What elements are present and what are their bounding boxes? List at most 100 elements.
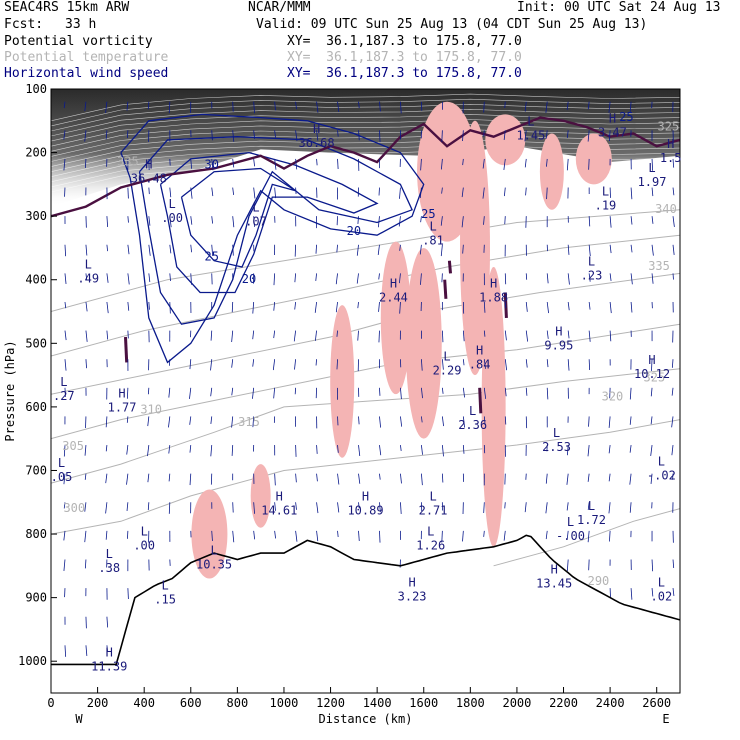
wind-vector [379,473,381,480]
wind-vector [545,101,548,113]
valid-time: Valid: 09 UTC Sun 25 Aug 13 (04 CDT Sun … [256,17,648,32]
field-name-theta: Potential temperature [4,50,169,65]
wind-vector [609,273,612,282]
wind-vector [232,530,235,543]
x-tick-label: 800 [227,696,249,710]
field-name-pv: Potential vorticity [4,34,153,49]
extremum-marker: H11.39 [91,645,127,673]
wind-vector [85,273,88,280]
wind-vector [587,473,590,482]
wind-vector [651,244,654,256]
wind-vector [483,387,487,399]
extremum-marker: L.19 [595,184,617,212]
wind-vector [231,416,234,428]
wind-label: 20 [242,272,256,286]
wind-vector [441,359,444,370]
wind-vector [441,416,444,427]
wind-vector [253,187,256,199]
wind-vector [127,301,130,311]
extremum-value: 1.72 [577,513,606,527]
wind-vector [335,273,338,285]
wind-vector [168,444,171,454]
wind-vector [524,101,527,112]
wind-vector [671,387,674,396]
wind-label: 25 [619,110,633,124]
extremum-value: .49 [77,272,99,286]
extremum-marker: L2.36 [458,404,487,432]
extremum-type: L [553,426,560,440]
wind-vector [546,387,549,400]
extremum-type: H [648,353,655,367]
wind-vector [400,387,402,400]
wind-vector [358,502,360,509]
theta-contour [493,508,680,567]
extremum-marker: L.00 [133,525,155,553]
extremum-value: 1.88 [479,291,508,305]
fcst-label: Fcst: [4,17,44,32]
wind-vector [314,330,317,341]
extremum-value: .07 [245,214,267,228]
extremum-value: .23 [581,268,603,282]
theta-line-strat [51,129,680,157]
wind-vector [211,530,213,541]
wind-vector [274,158,277,170]
wind-vector [672,244,675,256]
extremum-type: L [527,115,534,129]
wind-vector [399,301,401,314]
wind-vector [252,416,255,428]
wind-vector [587,130,590,142]
wind-vector [252,359,255,367]
wind-vector [127,187,129,199]
wind-vector [400,473,402,484]
extremum-marker: H1.88 [479,277,508,305]
wind-vector [273,387,276,399]
wind-label: 30 [205,157,219,171]
wind-vector [545,130,548,139]
extremum-type: L [658,575,665,589]
wind-vector [400,416,403,427]
wind-vector [231,387,234,396]
wind-vector [127,244,130,255]
theta-label: 305 [62,439,84,453]
wind-vector [295,473,297,483]
wind-vector [546,273,549,284]
wind-vector [504,301,507,309]
wind-vector [63,445,66,457]
x-tick-label: 1200 [316,696,345,710]
wind-vector [608,502,611,514]
y-tick-label: 900 [25,591,47,605]
x-tick-label: 1600 [409,696,438,710]
extremum-value: .19 [595,198,617,212]
wind-vector [378,330,380,343]
wind-vector [127,216,129,223]
wind-vector [546,158,548,167]
wind-vector [378,273,380,280]
pv-shade [405,247,442,439]
wind-vector [566,101,569,111]
wind-vector [252,301,255,314]
wind-vector [337,101,340,112]
wind-vector [169,244,172,254]
wind-vector [211,216,214,224]
wind-vector [273,301,276,311]
wind-vector [211,187,214,197]
wind-vector [483,359,486,369]
extremum-value: 1.97 [638,175,667,189]
extremum-marker: H2.44 [379,277,408,305]
wind-vector [525,301,528,312]
wind-vector [545,473,548,484]
extremum-value: 9.95 [544,338,573,352]
wind-vector [357,301,359,309]
wind-speed-contour [180,167,296,268]
extremum-type: H [145,158,152,172]
wind-vector [566,445,569,456]
wind-vector [126,416,129,423]
wind-vector [566,130,569,139]
wind-vector [546,359,549,368]
wind-vector [85,645,88,656]
wind-vector [588,416,590,427]
wind-vector [358,444,361,457]
fcst-value: 33 h [65,17,97,32]
wind-vector [336,330,338,337]
center-label: NCAR/MMM [248,0,311,15]
